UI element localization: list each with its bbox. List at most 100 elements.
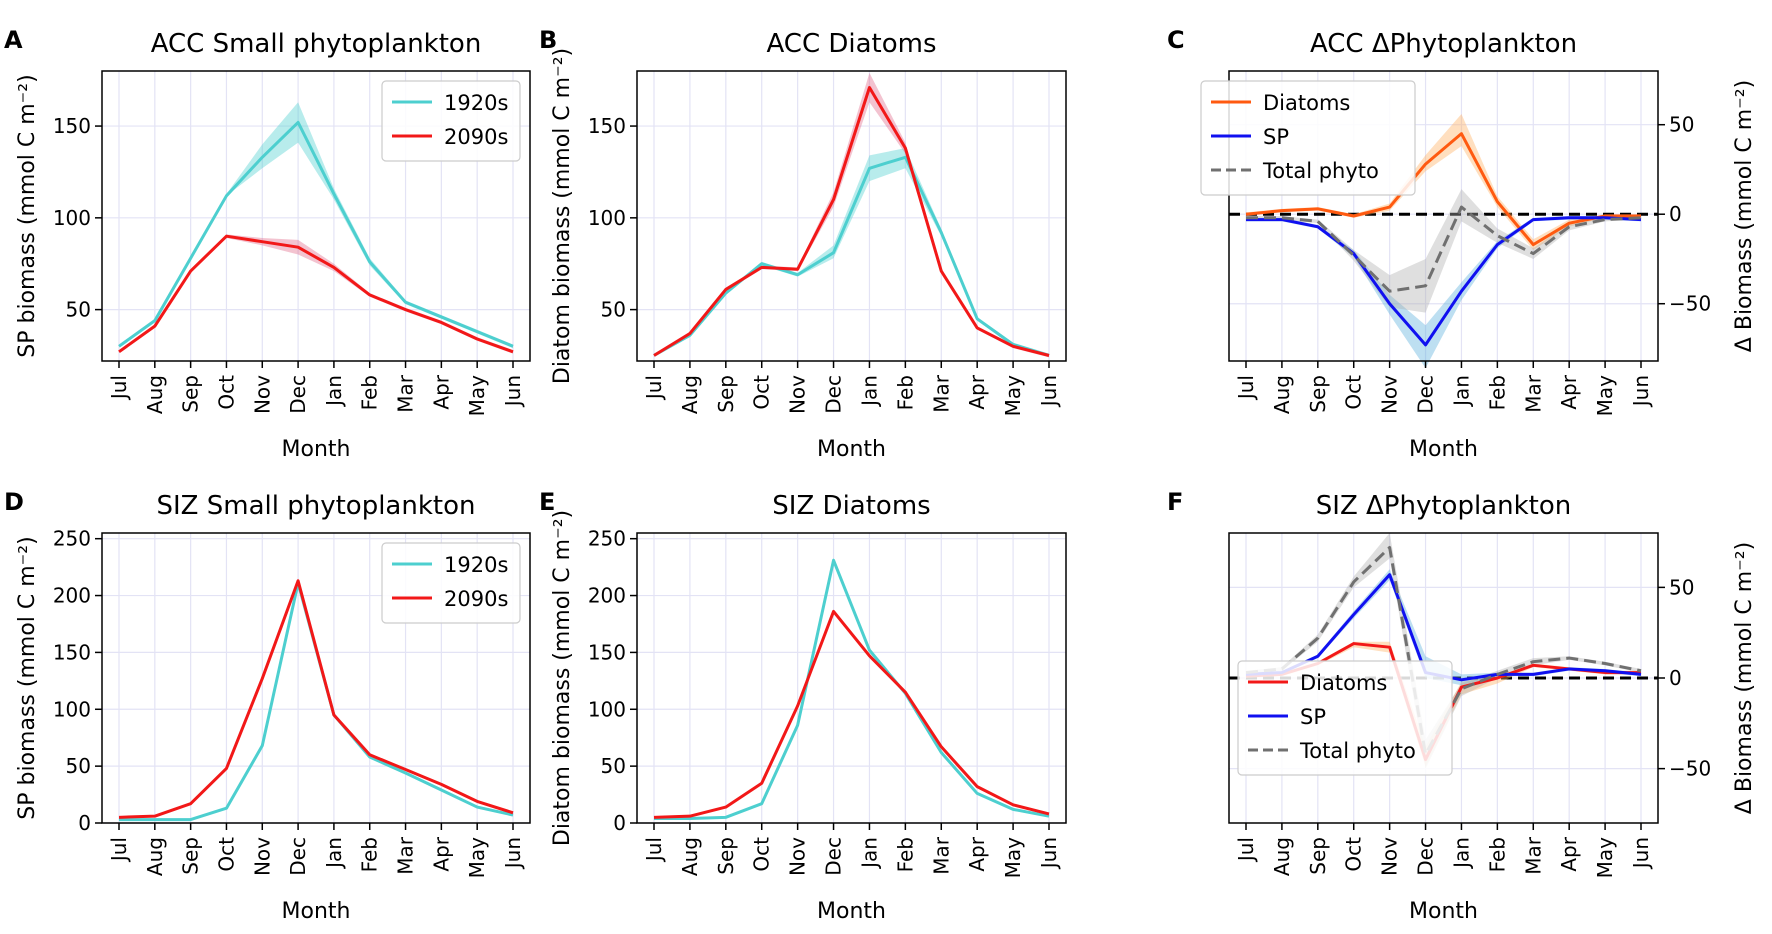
legend-label-2090s: 2090s — [444, 587, 508, 611]
data-point-total-phyto — [1496, 673, 1499, 676]
x-tick-label: Jan — [322, 837, 346, 870]
legend-box — [1237, 660, 1453, 776]
data-point-2090s — [904, 691, 907, 694]
data-point-2090s — [1048, 354, 1051, 357]
x-tick-label: Apr — [1557, 374, 1581, 409]
legend: Diatoms SP Total phyto — [1200, 80, 1416, 196]
series-line-diatoms — [1245, 132, 1641, 247]
x-tick-label: Oct — [1342, 837, 1366, 872]
data-point-2090s — [832, 610, 835, 613]
x-tick-label: Sep — [714, 837, 738, 875]
x-tick-label: Jun — [501, 375, 525, 408]
data-point-1920s — [440, 789, 443, 792]
axes-frame — [636, 70, 1067, 362]
y-tick-label: 200 — [588, 584, 626, 608]
x-tick-label: Dec — [822, 837, 846, 876]
y-tick-label: 50 — [1669, 113, 1694, 137]
data-point-2090s — [440, 321, 443, 324]
data-point-1920s — [404, 771, 407, 774]
data-point-sp — [1568, 667, 1571, 670]
x-tick-label: Sep — [1306, 837, 1330, 875]
y-tick-label: 100 — [53, 206, 91, 230]
data-point-2090s — [688, 815, 691, 818]
data-point-2090s — [297, 246, 300, 249]
data-point-2090s — [904, 147, 907, 150]
data-point-2090s — [832, 198, 835, 201]
series-line-2090s — [118, 579, 514, 819]
data-point-1920s — [440, 315, 443, 318]
x-tick-label: Mar — [394, 836, 418, 875]
x-axis-label: Month — [282, 899, 351, 924]
data-point-1920s — [189, 257, 192, 260]
legend-label-2090s: 2090s — [444, 125, 508, 149]
x-tick-label: Apr — [429, 836, 453, 871]
y-tick-label: 0 — [613, 811, 626, 835]
data-point-1920s — [476, 330, 479, 333]
y-tick-label: 100 — [53, 697, 91, 721]
legend-label-diatoms: Diatoms — [1263, 91, 1350, 115]
data-point-sp — [1316, 655, 1319, 658]
data-point-2090s — [225, 767, 228, 770]
data-point-1920s — [476, 806, 479, 809]
data-point-total-phyto — [1316, 220, 1319, 223]
x-tick-label: May — [1593, 837, 1617, 879]
panel-title: SIZ ΔPhytoplankton — [1316, 491, 1571, 521]
data-point-diatoms — [1460, 132, 1463, 135]
data-point-total-phyto — [1640, 669, 1643, 672]
x-tick-label: Jun — [1037, 375, 1061, 408]
y-tick-label: −50 — [1669, 757, 1711, 781]
legend: 1920s 2090s — [381, 80, 521, 162]
y-tick-label: 250 — [53, 527, 91, 551]
legend-label-total-phyto: Total phyto — [1299, 739, 1416, 763]
x-tick-label: May — [1001, 837, 1025, 879]
data-point-diatoms — [1532, 664, 1535, 667]
x-tick-label: Feb — [358, 375, 382, 410]
x-axis-label: Month — [1409, 437, 1478, 462]
x-tick-label: Dec — [822, 375, 846, 414]
data-point-1920s — [796, 273, 799, 276]
data-point-total-phyto — [1352, 580, 1355, 583]
data-point-1920s — [724, 816, 727, 819]
x-tick-label: Jul — [107, 375, 131, 401]
y-tick-label: 150 — [588, 114, 626, 138]
data-point-sp — [1640, 673, 1643, 676]
x-tick-label: Feb — [358, 837, 382, 872]
data-point-1920s — [297, 121, 300, 124]
x-tick-label: Mar — [1521, 836, 1545, 875]
panel-B: Jul Aug Sep Oct Nov Dec Jan Feb Mar Apr May Jun 50 10… — [539, 26, 1067, 462]
x-tick-label: Aug — [143, 837, 167, 876]
x-tick-label: Nov — [250, 375, 274, 414]
data-point-2090s — [261, 677, 264, 680]
data-point-diatoms — [1388, 206, 1391, 209]
y-tick-label: 250 — [588, 527, 626, 551]
x-tick-label: May — [1001, 375, 1025, 417]
axes-frame — [636, 532, 1067, 824]
panel-title: ACC ΔPhytoplankton — [1310, 29, 1577, 59]
series-line-total-phyto — [1245, 546, 1642, 756]
x-tick-label: Jun — [1629, 837, 1653, 870]
grid — [637, 71, 1066, 361]
data-point-2090s — [653, 354, 656, 357]
x-tick-label: Jul — [642, 375, 666, 401]
series-line-2090s — [653, 609, 1050, 819]
data-point-2090s — [976, 326, 979, 329]
data-point-2090s — [1048, 812, 1051, 815]
data-point-2090s — [653, 816, 656, 819]
x-tick-label: Feb — [893, 837, 917, 872]
data-point-sp — [1460, 678, 1463, 681]
data-point-2090s — [153, 815, 156, 818]
x-tick-label: Mar — [1521, 374, 1545, 413]
data-point-total-phyto — [1280, 216, 1283, 219]
data-point-total-phyto — [1424, 284, 1427, 287]
data-point-2090s — [1012, 345, 1015, 348]
data-point-2090s — [225, 235, 228, 238]
y-tick-label: 100 — [588, 206, 626, 230]
x-tick-label: Jun — [501, 837, 525, 870]
data-point-total-phyto — [1352, 254, 1355, 257]
series-line-2090s — [653, 86, 1050, 357]
x-tick-label: Jan — [322, 375, 346, 408]
data-point-2090s — [760, 266, 763, 269]
x-tick-label: Apr — [965, 836, 989, 871]
y-axis-label: Δ Biomass (mmol C m⁻²) — [1732, 80, 1757, 352]
